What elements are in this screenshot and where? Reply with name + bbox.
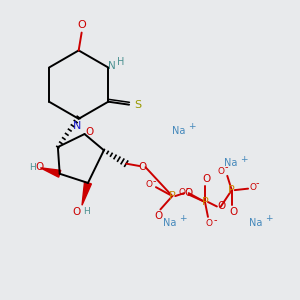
Text: Na: Na [163,218,176,228]
Text: +: + [240,155,247,164]
Text: H: H [83,207,90,216]
Text: O: O [218,167,225,176]
Text: P: P [169,191,176,201]
Text: O: O [77,20,86,30]
Text: H: H [117,57,124,67]
Text: -: - [214,215,217,225]
Text: H: H [30,163,36,172]
Text: -: - [185,183,189,193]
Text: -: - [256,178,259,188]
Text: Na: Na [224,158,237,168]
Text: O: O [250,183,256,192]
Text: P: P [228,185,235,195]
Text: O: O [155,211,163,221]
Text: Na: Na [172,126,185,136]
Text: -: - [153,176,156,186]
Text: O: O [184,188,193,198]
Text: Na: Na [249,218,262,228]
Text: O: O [35,162,43,172]
Text: O: O [146,180,153,189]
Text: +: + [265,214,273,224]
Polygon shape [40,168,61,177]
Text: +: + [188,122,195,131]
Text: O: O [206,219,213,228]
Text: P: P [202,197,208,207]
Text: N: N [108,61,116,71]
Text: S: S [134,100,141,110]
Text: O: O [229,206,237,217]
Text: +: + [179,214,186,224]
Polygon shape [82,182,92,205]
Text: N: N [73,121,81,131]
Text: O: O [86,127,94,137]
Text: O: O [178,188,186,197]
Text: O: O [73,207,81,217]
Text: O: O [202,174,211,184]
Text: O: O [138,162,147,172]
Text: O: O [217,201,226,211]
Text: -: - [225,163,228,172]
